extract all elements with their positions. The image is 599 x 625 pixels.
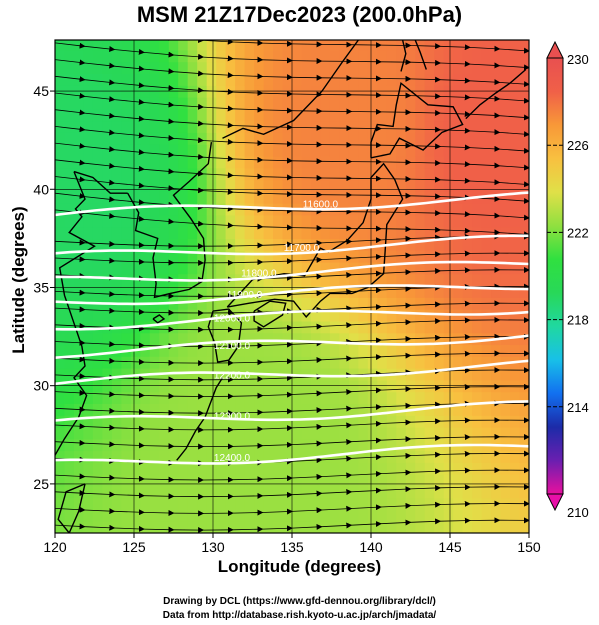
- temperature-field: [55, 40, 529, 533]
- colorbar: 230 226 222 218 214 210: [546, 40, 589, 520]
- y-tick-label: 45: [33, 83, 49, 99]
- colorbar-max-triangle: [546, 40, 564, 59]
- y-tick-label: 35: [33, 279, 49, 295]
- x-tick-label: 145: [438, 539, 462, 555]
- map-title: MSM 21Z17Dec2023 (200.0hPa): [136, 2, 463, 27]
- colorbar-tick-label: 218: [567, 313, 589, 328]
- contour-line: [55, 334, 529, 359]
- contour-label: 11700.0: [284, 243, 320, 254]
- contour-label: 12200.0: [214, 371, 251, 382]
- colorbar-tick-label: 210: [567, 505, 589, 520]
- y-axis-label: Latitude (degrees): [9, 206, 28, 354]
- contour-label: 11800.0: [241, 268, 277, 279]
- colorbar-tick-label: 222: [567, 225, 589, 240]
- y-tick-label: 30: [33, 378, 49, 394]
- contour-label: 12100.0: [214, 341, 251, 352]
- contour-label: 12300.0: [214, 412, 251, 423]
- x-axis-label: Longitude (degrees): [217, 557, 382, 576]
- x-tick-label: 130: [201, 539, 225, 555]
- colorbar-gradient: [546, 57, 564, 495]
- contour-line: [55, 284, 529, 306]
- plot-area: 11600.0 11700.0 11800.0 11900.0 12000.0 12100…: [55, 40, 529, 533]
- colorbar-tick-label: 230: [567, 52, 589, 67]
- contour-label: 11600.0: [303, 200, 339, 211]
- height-contours: [55, 191, 529, 465]
- contour-line: [55, 191, 529, 217]
- contour-labels: 11600.0 11700.0 11800.0 11900.0 12000.0 12100…: [214, 200, 339, 464]
- wind-streamlines: [55, 40, 529, 533]
- contour-line: [55, 309, 529, 331]
- credit-drawing: Drawing by DCL (https://www.gfd-dennou.o…: [163, 596, 436, 607]
- y-tick-label: 40: [33, 181, 49, 197]
- colorbar-ticks: 230 226 222 218 214 210: [547, 52, 589, 520]
- colorbar-tick-label: 226: [567, 138, 589, 153]
- y-axis-ticks: 25 30 35 40 45: [33, 83, 55, 492]
- contour-label: 12400.0: [214, 453, 251, 464]
- contour-line: [55, 443, 529, 465]
- x-axis-ticks: 120 125 130 135 140 145 150: [43, 533, 541, 555]
- x-tick-label: 135: [280, 539, 304, 555]
- x-tick-label: 120: [43, 539, 67, 555]
- contour-line: [55, 260, 529, 282]
- contour-label: 11900.0: [227, 290, 263, 301]
- contour-line: [55, 359, 529, 386]
- contour-line: [55, 400, 529, 422]
- contour-line: [55, 234, 529, 256]
- x-tick-label: 125: [122, 539, 146, 555]
- contour-label: 12000.0: [214, 314, 251, 325]
- colorbar-tick-label: 214: [567, 400, 589, 415]
- x-tick-label: 150: [517, 539, 541, 555]
- x-tick-label: 140: [359, 539, 383, 555]
- credit-data: Data from http://database.rish.kyoto-u.a…: [162, 610, 437, 621]
- y-tick-label: 25: [33, 476, 49, 492]
- colorbar-min-triangle: [546, 493, 564, 512]
